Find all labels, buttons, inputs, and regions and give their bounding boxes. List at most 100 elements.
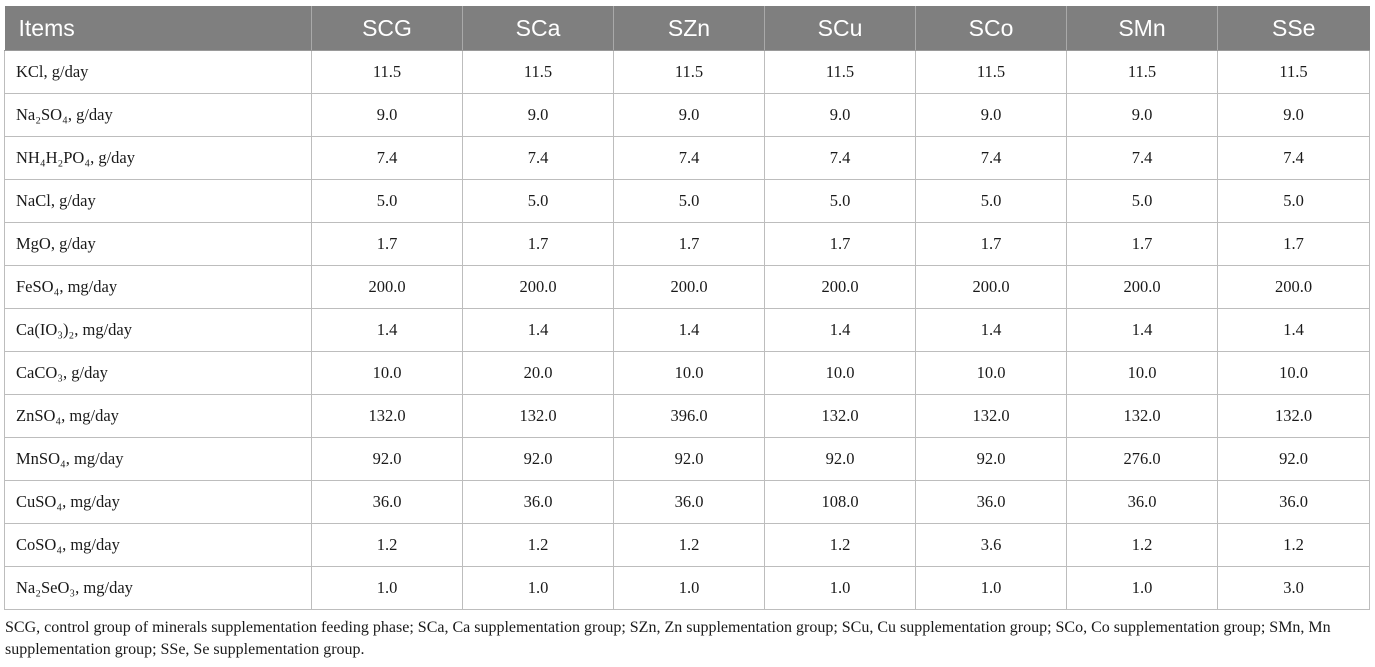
table-cell: 1.0 <box>915 566 1067 610</box>
row-item-label: Na₂SO₄, g/day <box>4 93 312 137</box>
table-cell: 9.0 <box>1066 93 1218 137</box>
table-cell: 5.0 <box>613 179 765 223</box>
table-cell: 1.4 <box>462 308 614 352</box>
table-cell: 92.0 <box>311 437 463 481</box>
table-cell: 1.0 <box>311 566 463 610</box>
table-cell: 1.7 <box>1066 222 1218 266</box>
table-cell: 36.0 <box>613 480 765 524</box>
column-header-sse: SSe <box>1217 6 1370 51</box>
row-item-label: Na₂SeO₃, mg/day <box>4 566 312 610</box>
table-cell: 92.0 <box>1217 437 1370 481</box>
table-cell: 200.0 <box>1066 265 1218 309</box>
row-item-label: Ca(IO₃)₂, mg/day <box>4 308 312 352</box>
table-cell: 108.0 <box>764 480 916 524</box>
column-header-sca: SCa <box>462 6 614 51</box>
table-cell: 1.0 <box>1066 566 1218 610</box>
table-cell: 36.0 <box>311 480 463 524</box>
table-cell: 1.0 <box>613 566 765 610</box>
table-cell: 7.4 <box>311 136 463 180</box>
table-cell: 10.0 <box>1066 351 1218 395</box>
table-cell: 7.4 <box>764 136 916 180</box>
table-cell: 92.0 <box>915 437 1067 481</box>
table-cell: 10.0 <box>915 351 1067 395</box>
table-cell: 3.6 <box>915 523 1067 567</box>
table-cell: 11.5 <box>613 50 765 94</box>
table-cell: 5.0 <box>1217 179 1370 223</box>
table-cell: 1.4 <box>613 308 765 352</box>
table-cell: 1.0 <box>764 566 916 610</box>
table-cell: 7.4 <box>462 136 614 180</box>
table-cell: 10.0 <box>311 351 463 395</box>
column-header-scu: SCu <box>764 6 916 51</box>
table-cell: 1.4 <box>915 308 1067 352</box>
table-cell: 1.2 <box>1217 523 1370 567</box>
table-cell: 1.7 <box>915 222 1067 266</box>
table-cell: 9.0 <box>613 93 765 137</box>
table-cell: 1.2 <box>311 523 463 567</box>
table-cell: 1.7 <box>1217 222 1370 266</box>
table-cell: 5.0 <box>311 179 463 223</box>
table-cell: 11.5 <box>764 50 916 94</box>
table-cell: 10.0 <box>764 351 916 395</box>
table-cell: 11.5 <box>311 50 463 94</box>
table-cell: 1.2 <box>613 523 765 567</box>
table-row: Na₂SO₄, g/day 9.0 9.0 9.0 9.0 9.0 9.0 9.0 <box>4 93 1370 137</box>
row-item-label: NH₄H₂PO₄, g/day <box>4 136 312 180</box>
table-cell: 132.0 <box>311 394 463 438</box>
row-item-label: ZnSO₄, mg/day <box>4 394 312 438</box>
table-cell: 9.0 <box>311 93 463 137</box>
table-row: MgO, g/day 1.7 1.7 1.7 1.7 1.7 1.7 1.7 <box>4 222 1370 266</box>
table-row: Ca(IO₃)₂, mg/day 1.4 1.4 1.4 1.4 1.4 1.4 1.4 <box>4 308 1370 352</box>
table-row: CoSO₄, mg/day 1.2 1.2 1.2 1.2 3.6 1.2 1.2 <box>4 523 1370 567</box>
table-cell: 20.0 <box>462 351 614 395</box>
table-cell: 11.5 <box>915 50 1067 94</box>
table-row: CuSO₄, mg/day 36.0 36.0 36.0 108.0 36.0 36.0 36… <box>4 480 1370 524</box>
table-cell: 1.4 <box>764 308 916 352</box>
table-cell: 7.4 <box>1217 136 1370 180</box>
table-cell: 10.0 <box>1217 351 1370 395</box>
table-body: KCl, g/day 11.5 11.5 11.5 11.5 11.5 11.5 11.5 Na… <box>4 50 1370 610</box>
column-header-szn: SZn <box>613 6 765 51</box>
table-row: FeSO₄, mg/day 200.0 200.0 200.0 200.0 200.0 20… <box>4 265 1370 309</box>
row-item-label: FeSO₄, mg/day <box>4 265 312 309</box>
table-cell: 276.0 <box>1066 437 1218 481</box>
table-cell: 132.0 <box>462 394 614 438</box>
row-item-label: NaCl, g/day <box>4 179 312 223</box>
table-row: NaCl, g/day 5.0 5.0 5.0 5.0 5.0 5.0 5.0 <box>4 179 1370 223</box>
table-cell: 200.0 <box>311 265 463 309</box>
row-item-label: KCl, g/day <box>4 50 312 94</box>
row-item-label: MnSO₄, mg/day <box>4 437 312 481</box>
column-header-sco: SCo <box>915 6 1067 51</box>
row-item-label: CuSO₄, mg/day <box>4 480 312 524</box>
column-header-items: Items <box>4 6 312 51</box>
table-cell: 5.0 <box>462 179 614 223</box>
table-cell: 7.4 <box>1066 136 1218 180</box>
table-cell: 132.0 <box>1066 394 1218 438</box>
table-cell: 1.4 <box>1066 308 1218 352</box>
row-item-label: CaCO₃, g/day <box>4 351 312 395</box>
table-cell: 5.0 <box>915 179 1067 223</box>
table-container: Items SCG SCa SZn SCu SCo SMn SSe KCl, g… <box>4 6 1370 610</box>
table-cell: 1.7 <box>764 222 916 266</box>
mineral-supplement-table: Items SCG SCa SZn SCu SCo SMn SSe KCl, g… <box>4 6 1370 610</box>
table-cell: 5.0 <box>1066 179 1218 223</box>
table-cell: 200.0 <box>1217 265 1370 309</box>
table-cell: 1.7 <box>462 222 614 266</box>
table-footnote: SCG, control group of minerals supplemen… <box>5 619 1331 658</box>
table-row: KCl, g/day 11.5 11.5 11.5 11.5 11.5 11.5 11.5 <box>4 50 1370 94</box>
table-row: NH₄H₂PO₄, g/day 7.4 7.4 7.4 7.4 7.4 7.4 7.4 <box>4 136 1370 180</box>
table-cell: 36.0 <box>1217 480 1370 524</box>
table-cell: 9.0 <box>1217 93 1370 137</box>
table-cell: 11.5 <box>1217 50 1370 94</box>
table-cell: 200.0 <box>915 265 1067 309</box>
table-cell: 7.4 <box>613 136 765 180</box>
table-cell: 1.0 <box>462 566 614 610</box>
table-cell: 36.0 <box>462 480 614 524</box>
table-row: MnSO₄, mg/day 92.0 92.0 92.0 92.0 92.0 276.0 92… <box>4 437 1370 481</box>
table-cell: 200.0 <box>764 265 916 309</box>
table-cell: 9.0 <box>764 93 916 137</box>
table-cell: 92.0 <box>462 437 614 481</box>
table-cell: 36.0 <box>915 480 1067 524</box>
table-cell: 9.0 <box>915 93 1067 137</box>
table-cell: 396.0 <box>613 394 765 438</box>
